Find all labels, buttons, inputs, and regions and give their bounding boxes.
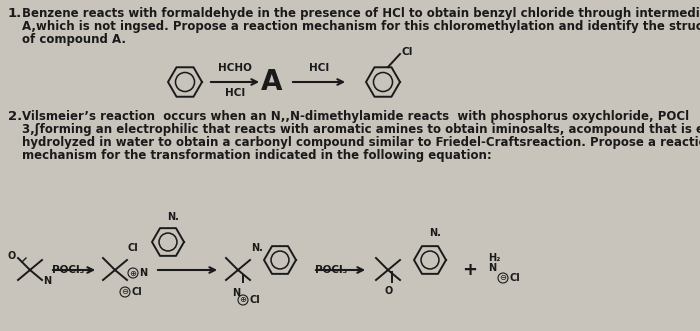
Text: mechanism for the transformation indicated in the following equation:: mechanism for the transformation indicat… xyxy=(22,149,491,162)
Text: N.: N. xyxy=(167,212,179,222)
Text: ⊖: ⊖ xyxy=(122,288,129,297)
Text: CI: CI xyxy=(509,273,519,283)
Text: O: O xyxy=(8,251,16,261)
Text: Benzene reacts with formaldehyde in the presence of HCl to obtain benzyl chlorid: Benzene reacts with formaldehyde in the … xyxy=(22,7,700,20)
Text: N.: N. xyxy=(251,243,263,253)
Text: ⊖: ⊖ xyxy=(500,273,507,282)
Text: Vilsmeier’s reaction  occurs when an N,,N-dimethylamide reacts  with phosphorus : Vilsmeier’s reaction occurs when an N,,N… xyxy=(22,110,689,123)
Text: HCI: HCI xyxy=(309,63,329,73)
Text: A: A xyxy=(261,68,283,96)
Text: POCl₃: POCl₃ xyxy=(315,265,347,275)
Text: H₂: H₂ xyxy=(488,253,500,263)
Text: of compound A.: of compound A. xyxy=(22,33,126,46)
Text: A,which is not ingsed. Propose a reaction mechanism for this chloromethylation a: A,which is not ingsed. Propose a reactio… xyxy=(22,20,700,33)
Text: N: N xyxy=(232,288,240,298)
Text: HCI: HCI xyxy=(225,88,245,98)
Text: N.: N. xyxy=(429,228,441,238)
Text: CI: CI xyxy=(128,243,139,253)
Text: 3,ʃforming an electrophilic that reacts with aromatic amines to obtain iminosalt: 3,ʃforming an electrophilic that reacts … xyxy=(22,123,700,136)
Text: 1.: 1. xyxy=(8,7,22,20)
Text: 2.: 2. xyxy=(8,110,22,123)
Text: CI: CI xyxy=(249,295,260,305)
Text: ⊕: ⊕ xyxy=(239,296,246,305)
Text: O: O xyxy=(385,286,393,296)
Text: N: N xyxy=(43,276,51,286)
Text: CI: CI xyxy=(131,287,141,297)
Text: POCl₃: POCl₃ xyxy=(52,265,84,275)
Text: N: N xyxy=(488,263,496,273)
Text: N: N xyxy=(139,268,147,278)
Text: +: + xyxy=(463,261,477,279)
Text: ⊕: ⊕ xyxy=(130,268,136,277)
Text: CI: CI xyxy=(401,47,412,57)
Text: hydrolyzed in water to obtain a carbonyl compound similar to Friedel-Craftsreact: hydrolyzed in water to obtain a carbonyl… xyxy=(22,136,700,149)
Text: HCHO: HCHO xyxy=(218,63,252,73)
